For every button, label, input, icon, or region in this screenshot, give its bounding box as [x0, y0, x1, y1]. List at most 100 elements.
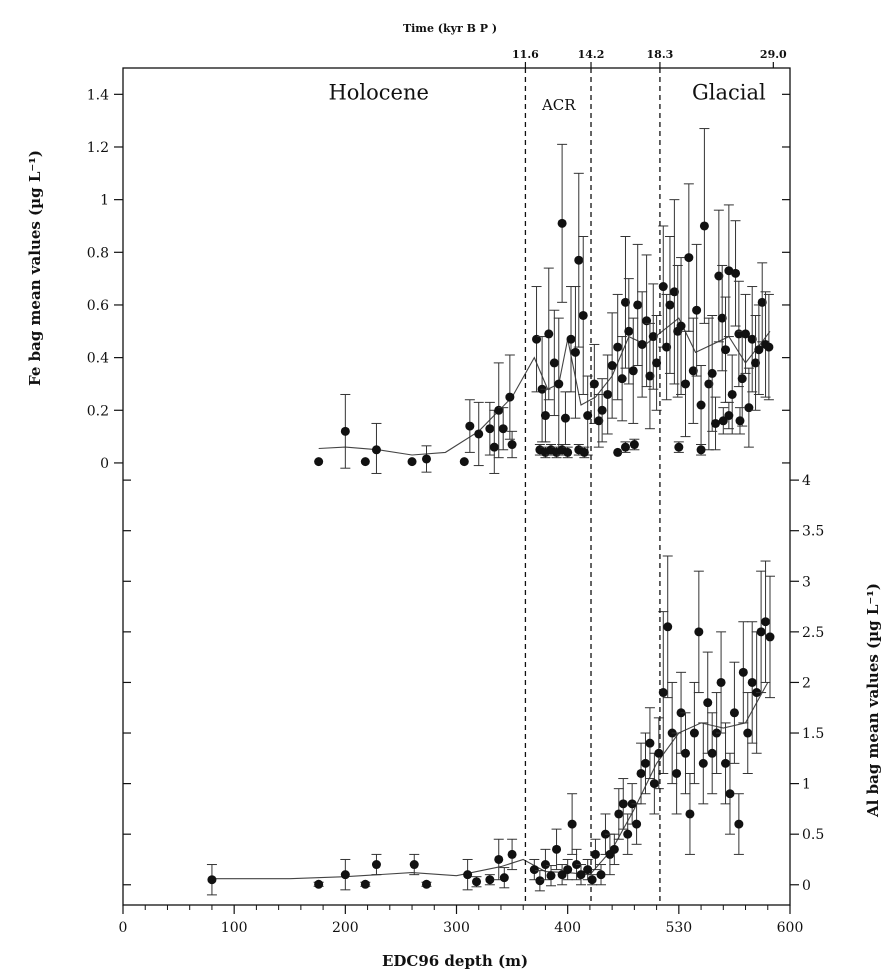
al-data-point [747, 677, 757, 687]
al-data-point [698, 758, 708, 768]
fe-y-tick-label: 0.4 [87, 351, 109, 367]
region-label: Glacial [692, 81, 766, 105]
fe-data-point [371, 445, 381, 455]
al-y-tick-label: 3 [802, 574, 811, 590]
al-data-point [472, 877, 482, 887]
al-y-tick-label: 0 [802, 878, 811, 894]
al-y-axis-label: Al bag mean values (µg L⁻¹) [864, 583, 882, 818]
fe-data-point [597, 405, 607, 415]
al-data-point [721, 758, 731, 768]
al-data-point [658, 688, 668, 698]
fe-data-point [714, 271, 724, 281]
al-data-point [614, 809, 624, 819]
fe-data-point [560, 413, 570, 423]
al-data-point [663, 622, 673, 632]
fe-y-tick-label: 0.2 [87, 403, 109, 419]
fe-data-point [603, 389, 613, 399]
fe-data-point [340, 426, 350, 436]
x-tick-label: 200 [332, 920, 359, 936]
fe-y-tick-label: 0.6 [87, 298, 109, 314]
fe-data-point [314, 457, 324, 467]
fe-y-axis-label: Fe bag mean values (µg L⁻¹) [26, 150, 44, 386]
al-data-point [485, 875, 495, 885]
axes: 0 100 200 300 400 530 600 11.6 14.2 18.3 29.0 0 0.2 0… [87, 48, 825, 936]
al-data-point [636, 768, 646, 778]
fe-data-point [549, 358, 559, 368]
al-data-point [734, 819, 744, 829]
fe-data-point [540, 411, 550, 421]
fe-data-point [498, 424, 508, 434]
al-data-point [743, 728, 753, 738]
al-data-point [540, 860, 550, 870]
al-data-point [707, 748, 717, 758]
al-data-point [371, 860, 381, 870]
al-data-point [689, 728, 699, 738]
al-data-point [463, 870, 473, 880]
al-data-point [499, 873, 509, 883]
fe-data-point [684, 253, 694, 263]
fe-data-point [724, 411, 734, 421]
fe-data-point [629, 440, 639, 450]
al-data-point [640, 758, 650, 768]
fe-data-point [741, 329, 751, 339]
fe-data-point [620, 297, 630, 307]
fe-data-point [583, 411, 593, 421]
fe-data-point [658, 282, 668, 292]
region-label: Holocene [328, 81, 428, 105]
fe-data-point [489, 442, 499, 452]
fe-data-point [754, 345, 764, 355]
al-y-tick-label: 1.5 [802, 726, 824, 742]
al-y-tick-label: 2 [802, 675, 811, 691]
fe-data-point [707, 368, 717, 378]
x-tick-label: 100 [221, 920, 248, 936]
fe-data-point [764, 342, 774, 352]
al-data-point [587, 875, 597, 885]
fe-data-point [681, 379, 691, 389]
fe-y-tick-label: 0 [100, 456, 109, 472]
al-data-point [340, 870, 350, 880]
al-data-point [729, 708, 739, 718]
fe-data-point [696, 445, 706, 455]
fe-data-point [699, 221, 709, 231]
al-data-point [681, 748, 691, 758]
fe-data-point [696, 400, 706, 410]
fe-data-point [578, 310, 588, 320]
fe-data-point [637, 339, 647, 349]
x-tick-label: 0 [119, 920, 128, 936]
al-data-point [623, 829, 633, 839]
fe-data-point [459, 457, 469, 467]
fe-data-point [544, 329, 554, 339]
al-data-point [618, 799, 628, 809]
fe-y-tick-label: 0.8 [87, 245, 109, 261]
fe-data-point [688, 366, 698, 376]
fe-y-tick-label: 1.4 [87, 87, 109, 103]
top-tick-label: 29.0 [760, 48, 787, 61]
fe-data-point [662, 342, 672, 352]
al-data-point [756, 627, 766, 637]
fe-data-point [620, 442, 630, 452]
al-data-point [672, 768, 682, 778]
fe-data-point [360, 457, 370, 467]
fe-data-point [505, 392, 515, 402]
fe-data-point [579, 447, 589, 457]
al-data-point [494, 854, 504, 864]
fe-y-tick-label: 1.2 [87, 140, 109, 156]
fe-data-point [737, 374, 747, 384]
fe-data-point [735, 416, 745, 426]
fe-data-point [727, 389, 737, 399]
al-data-point [738, 667, 748, 677]
fe-data-point [607, 361, 617, 371]
fe-data-point [465, 421, 475, 431]
fe-data-point [570, 347, 580, 357]
x-tick-label: 600 [777, 920, 804, 936]
al-data-point [207, 875, 217, 885]
al-data-point [535, 876, 545, 886]
fe-data-point [557, 218, 567, 228]
al-data-point [703, 698, 713, 708]
fe-y-tick-label: 1 [100, 193, 109, 209]
al-data-point [546, 871, 556, 881]
top-tick-label: 14.2 [578, 48, 605, 61]
al-y-tick-label: 2.5 [802, 625, 824, 641]
fe-data-point [624, 326, 634, 336]
top-tick-label: 18.3 [647, 48, 674, 61]
